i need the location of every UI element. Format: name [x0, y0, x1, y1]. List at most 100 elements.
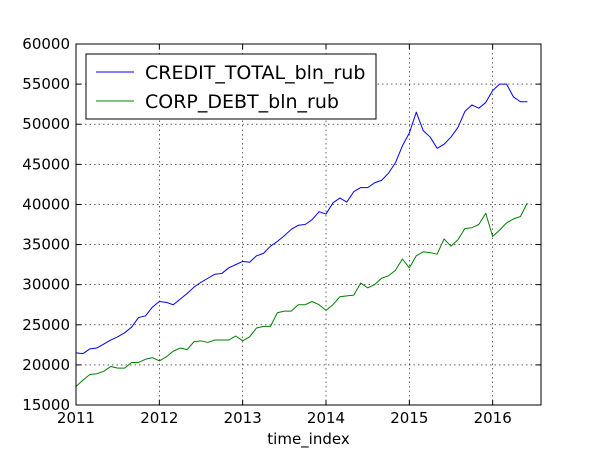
y-tick-label: 15000 — [22, 396, 70, 414]
data-point-credit-total — [193, 286, 195, 288]
data-point-credit-total — [471, 104, 473, 106]
data-point-credit-total — [394, 162, 396, 164]
y-tick-label: 20000 — [22, 356, 70, 374]
data-point-corp-debt — [394, 269, 396, 271]
data-point-credit-total — [82, 352, 84, 354]
data-point-corp-debt — [422, 251, 424, 253]
data-point-corp-debt — [429, 251, 431, 253]
data-point-corp-debt — [471, 227, 473, 229]
data-point-credit-total — [221, 272, 223, 274]
data-point-credit-total — [255, 255, 257, 257]
data-point-credit-total — [262, 252, 264, 254]
data-point-corp-debt — [235, 335, 237, 337]
data-point-corp-debt — [116, 367, 118, 369]
data-point-credit-total — [228, 267, 230, 269]
y-axis-tick-labels: 15000 20000 25000 30000 35000 40000 45000 50000… — [22, 35, 70, 414]
data-point-corp-debt — [200, 340, 202, 342]
y-tick-label: 25000 — [22, 316, 70, 334]
data-point-credit-total — [478, 107, 480, 109]
data-point-corp-debt — [144, 358, 146, 360]
y-tick-label: 35000 — [22, 236, 70, 254]
data-point-credit-total — [179, 298, 181, 300]
data-point-corp-debt — [311, 300, 313, 302]
data-point-corp-debt — [443, 238, 445, 240]
legend-label-corp-debt: CORP_DEBT_bln_rub — [145, 91, 339, 113]
data-point-corp-debt — [158, 360, 160, 362]
x-tick-label: 2016 — [474, 409, 512, 427]
data-point-credit-total — [373, 182, 375, 184]
plot-frame — [75, 43, 542, 406]
data-point-credit-total — [158, 300, 160, 302]
data-point-corp-debt — [96, 373, 98, 375]
data-point-credit-total — [186, 292, 188, 294]
data-point-corp-debt — [214, 339, 216, 341]
data-point-corp-debt — [415, 255, 417, 257]
data-point-credit-total — [339, 197, 341, 199]
data-point-corp-debt — [526, 202, 528, 204]
data-point-credit-total — [346, 201, 348, 203]
data-point-credit-total — [526, 101, 528, 103]
data-point-credit-total — [505, 83, 507, 85]
data-point-credit-total — [207, 277, 209, 279]
axis-ticks — [75, 43, 541, 406]
data-point-credit-total — [116, 336, 118, 338]
data-point-credit-total — [96, 347, 98, 349]
data-point-credit-total — [318, 210, 320, 212]
data-point-corp-debt — [123, 367, 125, 369]
data-point-corp-debt — [137, 361, 139, 363]
data-point-credit-total — [464, 110, 466, 112]
data-point-credit-total — [457, 126, 459, 128]
data-point-corp-debt — [110, 365, 112, 367]
series-line-corp-debt — [75, 202, 528, 387]
data-point-credit-total — [353, 190, 355, 192]
data-point-credit-total — [360, 186, 362, 188]
data-point-credit-total — [137, 316, 139, 318]
data-point-credit-total — [415, 111, 417, 113]
data-point-corp-debt — [450, 245, 452, 247]
data-point-corp-debt — [89, 373, 91, 375]
data-point-corp-debt — [248, 336, 250, 338]
data-point-corp-debt — [193, 340, 195, 342]
data-point-corp-debt — [387, 275, 389, 277]
data-point-credit-total — [89, 348, 91, 350]
data-point-credit-total — [172, 304, 174, 306]
data-point-credit-total — [304, 223, 306, 225]
legend: CREDIT_TOTAL_bln_rub CORP_DEBT_bln_rub — [85, 53, 377, 120]
y-tick-label: 30000 — [22, 276, 70, 294]
data-point-credit-total — [387, 172, 389, 174]
data-point-credit-total — [241, 260, 243, 262]
data-point-corp-debt — [512, 218, 514, 220]
data-point-credit-total — [283, 235, 285, 237]
data-point-credit-total — [103, 343, 105, 345]
y-tick-label: 55000 — [22, 75, 70, 93]
data-point-corp-debt — [304, 304, 306, 306]
data-point-corp-debt — [339, 296, 341, 298]
data-point-corp-debt — [478, 223, 480, 225]
legend-label-credit-total: CREDIT_TOTAL_bln_rub — [145, 62, 365, 84]
x-tick-label: 2012 — [140, 409, 178, 427]
data-point-credit-total — [332, 202, 334, 204]
data-point-corp-debt — [228, 339, 230, 341]
data-point-credit-total — [200, 281, 202, 283]
data-point-corp-debt — [464, 227, 466, 229]
data-point-credit-total — [401, 145, 403, 147]
data-point-corp-debt — [241, 340, 243, 342]
data-point-corp-debt — [519, 215, 521, 217]
data-point-corp-debt — [318, 304, 320, 306]
data-point-credit-total — [214, 273, 216, 275]
data-point-credit-total — [450, 136, 452, 138]
data-point-corp-debt — [408, 267, 410, 269]
data-point-corp-debt — [103, 370, 105, 372]
data-point-corp-debt — [207, 341, 209, 343]
data-point-credit-total — [235, 263, 237, 265]
data-point-credit-total — [269, 245, 271, 247]
data-point-corp-debt — [373, 283, 375, 285]
series-layer — [75, 83, 528, 387]
data-point-credit-total — [485, 101, 487, 103]
data-point-corp-debt — [172, 350, 174, 352]
data-point-corp-debt — [262, 325, 264, 327]
data-point-corp-debt — [130, 361, 132, 363]
data-point-corp-debt — [401, 258, 403, 260]
data-point-credit-total — [498, 83, 500, 85]
